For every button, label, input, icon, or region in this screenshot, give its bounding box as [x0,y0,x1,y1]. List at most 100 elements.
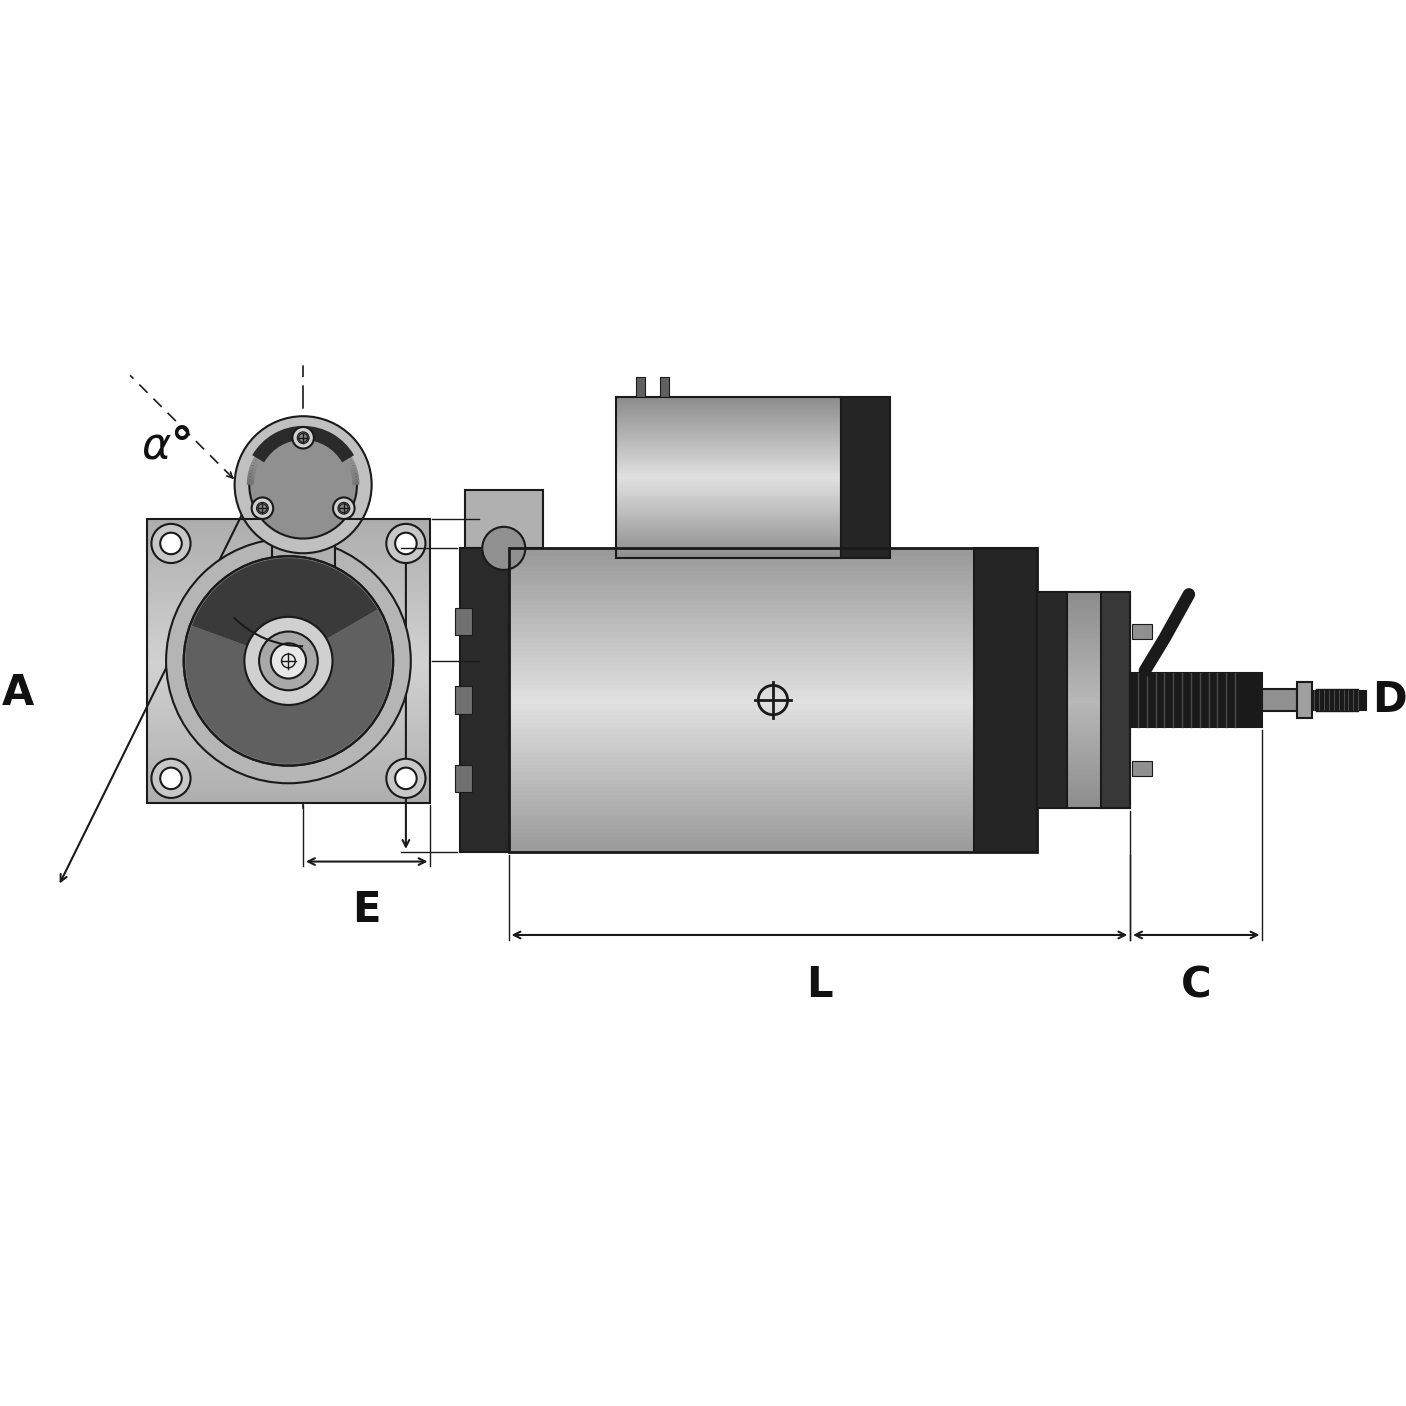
Bar [1038,721,1130,724]
Bar [616,433,841,436]
Bar [509,841,1038,845]
Bar [616,415,841,418]
Bar [1038,617,1130,620]
Bar [1038,614,1130,617]
Bar [509,620,1038,624]
Bar [454,686,472,714]
Bar [1038,730,1130,733]
Bar [616,513,841,516]
Bar [146,591,430,593]
Bar [509,803,1038,807]
Bar [509,613,1038,617]
Bar [1038,609,1130,612]
Bar [616,495,841,498]
Bar [146,583,430,586]
Bar [146,770,430,775]
Bar [1038,783,1130,787]
Circle shape [297,432,309,444]
Bar [509,647,1038,651]
Bar [146,700,430,704]
Bar [616,441,841,443]
Bar [509,560,1038,564]
Bar [509,738,1038,742]
Bar [454,607,472,636]
Bar [616,512,841,515]
Bar [1038,703,1130,706]
Bar [509,799,1038,803]
Circle shape [292,427,314,449]
Bar [146,799,430,803]
Bar [509,553,1038,557]
Bar [616,460,841,461]
Bar [146,540,430,544]
Circle shape [337,502,350,515]
Bar [1038,706,1130,709]
Bar [146,523,430,527]
Bar [146,675,430,679]
Bar [146,633,430,637]
Bar [1038,612,1130,614]
Bar [616,484,841,486]
Text: $\alpha$°: $\alpha$° [141,425,191,467]
Bar [616,541,841,544]
Bar [146,707,430,711]
Bar [1038,598,1130,600]
Bar [616,413,841,415]
Bar [1038,692,1130,695]
Bar [1038,724,1130,727]
Bar [509,727,1038,731]
Bar [616,550,841,553]
Bar [1038,650,1130,652]
Bar [616,437,841,440]
Bar [509,806,1038,810]
Bar [616,546,841,548]
Bar [1038,621,1130,626]
Bar [616,481,841,484]
Bar [146,789,430,793]
Bar [509,723,1038,727]
Bar [616,419,841,422]
Circle shape [333,498,354,519]
Text: A: A [1,672,34,714]
Bar [1038,773,1130,776]
Bar [616,409,841,412]
Bar [616,453,841,456]
Bar [1038,665,1130,668]
Bar [509,662,1038,666]
Bar [509,711,1038,716]
Bar [616,516,841,519]
Bar [146,533,430,537]
Bar [509,742,1038,747]
Bar [509,783,1038,787]
Bar [146,763,430,768]
Bar [1038,600,1130,603]
Bar [509,631,1038,636]
Bar [616,502,841,505]
Bar [146,628,430,633]
Bar [509,591,1038,595]
Bar [509,718,1038,723]
Bar [1038,668,1130,671]
Bar [509,772,1038,776]
Bar [616,402,841,405]
Bar [509,673,1038,678]
Bar [146,565,430,569]
Circle shape [259,631,318,690]
Bar [1038,697,1130,700]
Bar [1038,683,1130,688]
Bar [146,643,430,647]
Bar [146,754,430,758]
Bar [509,756,1038,761]
Circle shape [395,533,416,554]
Bar [1038,780,1130,785]
Bar [464,489,543,548]
Bar [616,471,841,474]
Bar [146,593,430,598]
Bar [146,768,430,772]
Bar [616,520,841,522]
Bar [1038,673,1130,676]
Bar [146,682,430,686]
Bar [661,377,669,396]
Bar [1038,794,1130,797]
Bar [146,614,430,619]
